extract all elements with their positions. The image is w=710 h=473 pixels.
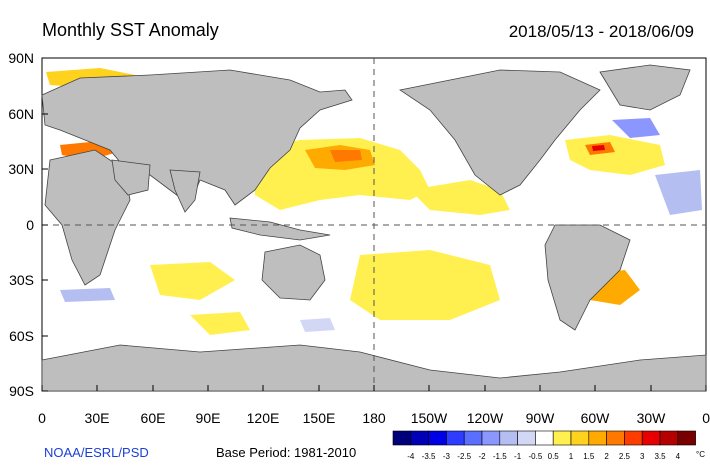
x-tick-label: 30E	[84, 410, 110, 426]
eurasia	[41, 69, 353, 206]
southern-ocean-cool-anomaly	[300, 318, 335, 332]
colorbar-tick-label: -3	[442, 452, 450, 461]
base-period-text: Base Period: 1981-2010	[216, 445, 357, 460]
y-tick-label: 30N	[8, 161, 34, 177]
colorbar-tick-label: -0.5	[528, 452, 543, 461]
colorbar-swatch	[659, 430, 679, 446]
east-atlantic-cool-anomaly	[655, 170, 702, 215]
colorbar-swatch	[552, 430, 572, 446]
north-america	[398, 69, 601, 196]
y-tick-label: 0	[26, 217, 34, 233]
indian-ocean-warm-anomaly	[150, 262, 235, 300]
colorbar-swatch	[517, 430, 536, 446]
colorbar-unit: °C	[696, 450, 705, 459]
arabia	[111, 159, 151, 196]
south-atlantic-cool-anomaly	[60, 288, 115, 302]
colorbar-swatch	[624, 430, 643, 446]
south-pacific-warm-anomaly	[350, 250, 500, 320]
y-tick-label: 60N	[8, 106, 34, 122]
east-pacific-warm-anomaly	[410, 180, 510, 215]
date-range: 2018/05/13 - 2018/06/09	[508, 22, 694, 41]
y-tick-label: 30S	[9, 272, 34, 288]
north-pacific-warm-anomaly	[250, 138, 430, 210]
india	[169, 169, 201, 213]
south-indian-warm-anomaly	[190, 312, 250, 335]
colorbar-swatch	[481, 430, 501, 446]
colorbar-swatch	[410, 430, 429, 446]
x-tick-label: 90E	[195, 410, 221, 426]
colorbar-tick-label: 2.5	[618, 452, 630, 461]
colorbar-tick-label: -1.5	[492, 452, 507, 461]
x-tick-label: 90W	[525, 410, 555, 426]
colorbar-swatch	[677, 430, 696, 446]
colorbar-tick-label: -4	[407, 452, 415, 461]
x-tick-label: 120W	[466, 410, 504, 426]
colorbar-swatch	[641, 430, 661, 446]
australia	[261, 244, 326, 301]
x-tick-label: 120E	[246, 410, 280, 426]
colorbar-tick-label: -3.5	[421, 452, 436, 461]
x-tick-label: 150E	[302, 410, 336, 426]
x-tick-label: 180	[362, 410, 386, 426]
x-tick-label: 0	[38, 410, 46, 426]
colorbar-swatch	[535, 430, 554, 446]
landmasses	[41, 64, 707, 392]
colorbar-swatch	[446, 430, 465, 446]
colorbar-tick-label: 4	[675, 452, 681, 461]
greenland	[599, 64, 691, 111]
y-tick-label: 90S	[9, 383, 34, 399]
south-america	[544, 224, 631, 331]
indonesia	[229, 217, 331, 241]
colorbar-swatch	[570, 430, 590, 446]
colorbar-tick-label: -1	[514, 452, 522, 461]
colorbar-swatch	[463, 430, 483, 446]
north-pacific-core-anomaly	[330, 150, 362, 162]
colorbar-tick-label: 1	[568, 452, 574, 461]
axis-ticks	[41, 57, 707, 392]
y-tick-label: 60S	[9, 328, 34, 344]
colorbar-tick-label: 1.5	[583, 452, 595, 461]
colorbar-swatch	[428, 430, 447, 446]
colorbar-tick-label: 2	[604, 452, 609, 461]
colorbar	[392, 430, 696, 446]
colorbar-tick-label: 0.5	[547, 452, 559, 461]
y-tick-label: 90N	[8, 50, 34, 66]
x-tick-label: 0	[702, 410, 710, 426]
x-tick-label: 60E	[140, 410, 166, 426]
colorbar-swatch	[588, 430, 607, 446]
north-atlantic-cool-anomaly	[612, 118, 660, 138]
colorbar-swatch	[606, 430, 625, 446]
credit-text: NOAA/ESRL/PSD	[44, 445, 149, 460]
colorbar-tick-label: -2.5	[457, 452, 472, 461]
colorbar-tick-label: 3.5	[654, 452, 666, 461]
colorbar-tick-label: 3	[639, 452, 645, 461]
colorbar-swatch	[499, 430, 518, 446]
x-tick-label: 150W	[410, 410, 448, 426]
x-tick-label: 60W	[580, 410, 610, 426]
map-title: Monthly SST Anomaly	[42, 20, 219, 40]
colorbar-tick-label: -2	[478, 452, 486, 461]
north-atlantic-core-anomaly	[592, 145, 605, 151]
colorbar-swatch	[392, 430, 412, 446]
x-tick-label: 30W	[636, 410, 666, 426]
